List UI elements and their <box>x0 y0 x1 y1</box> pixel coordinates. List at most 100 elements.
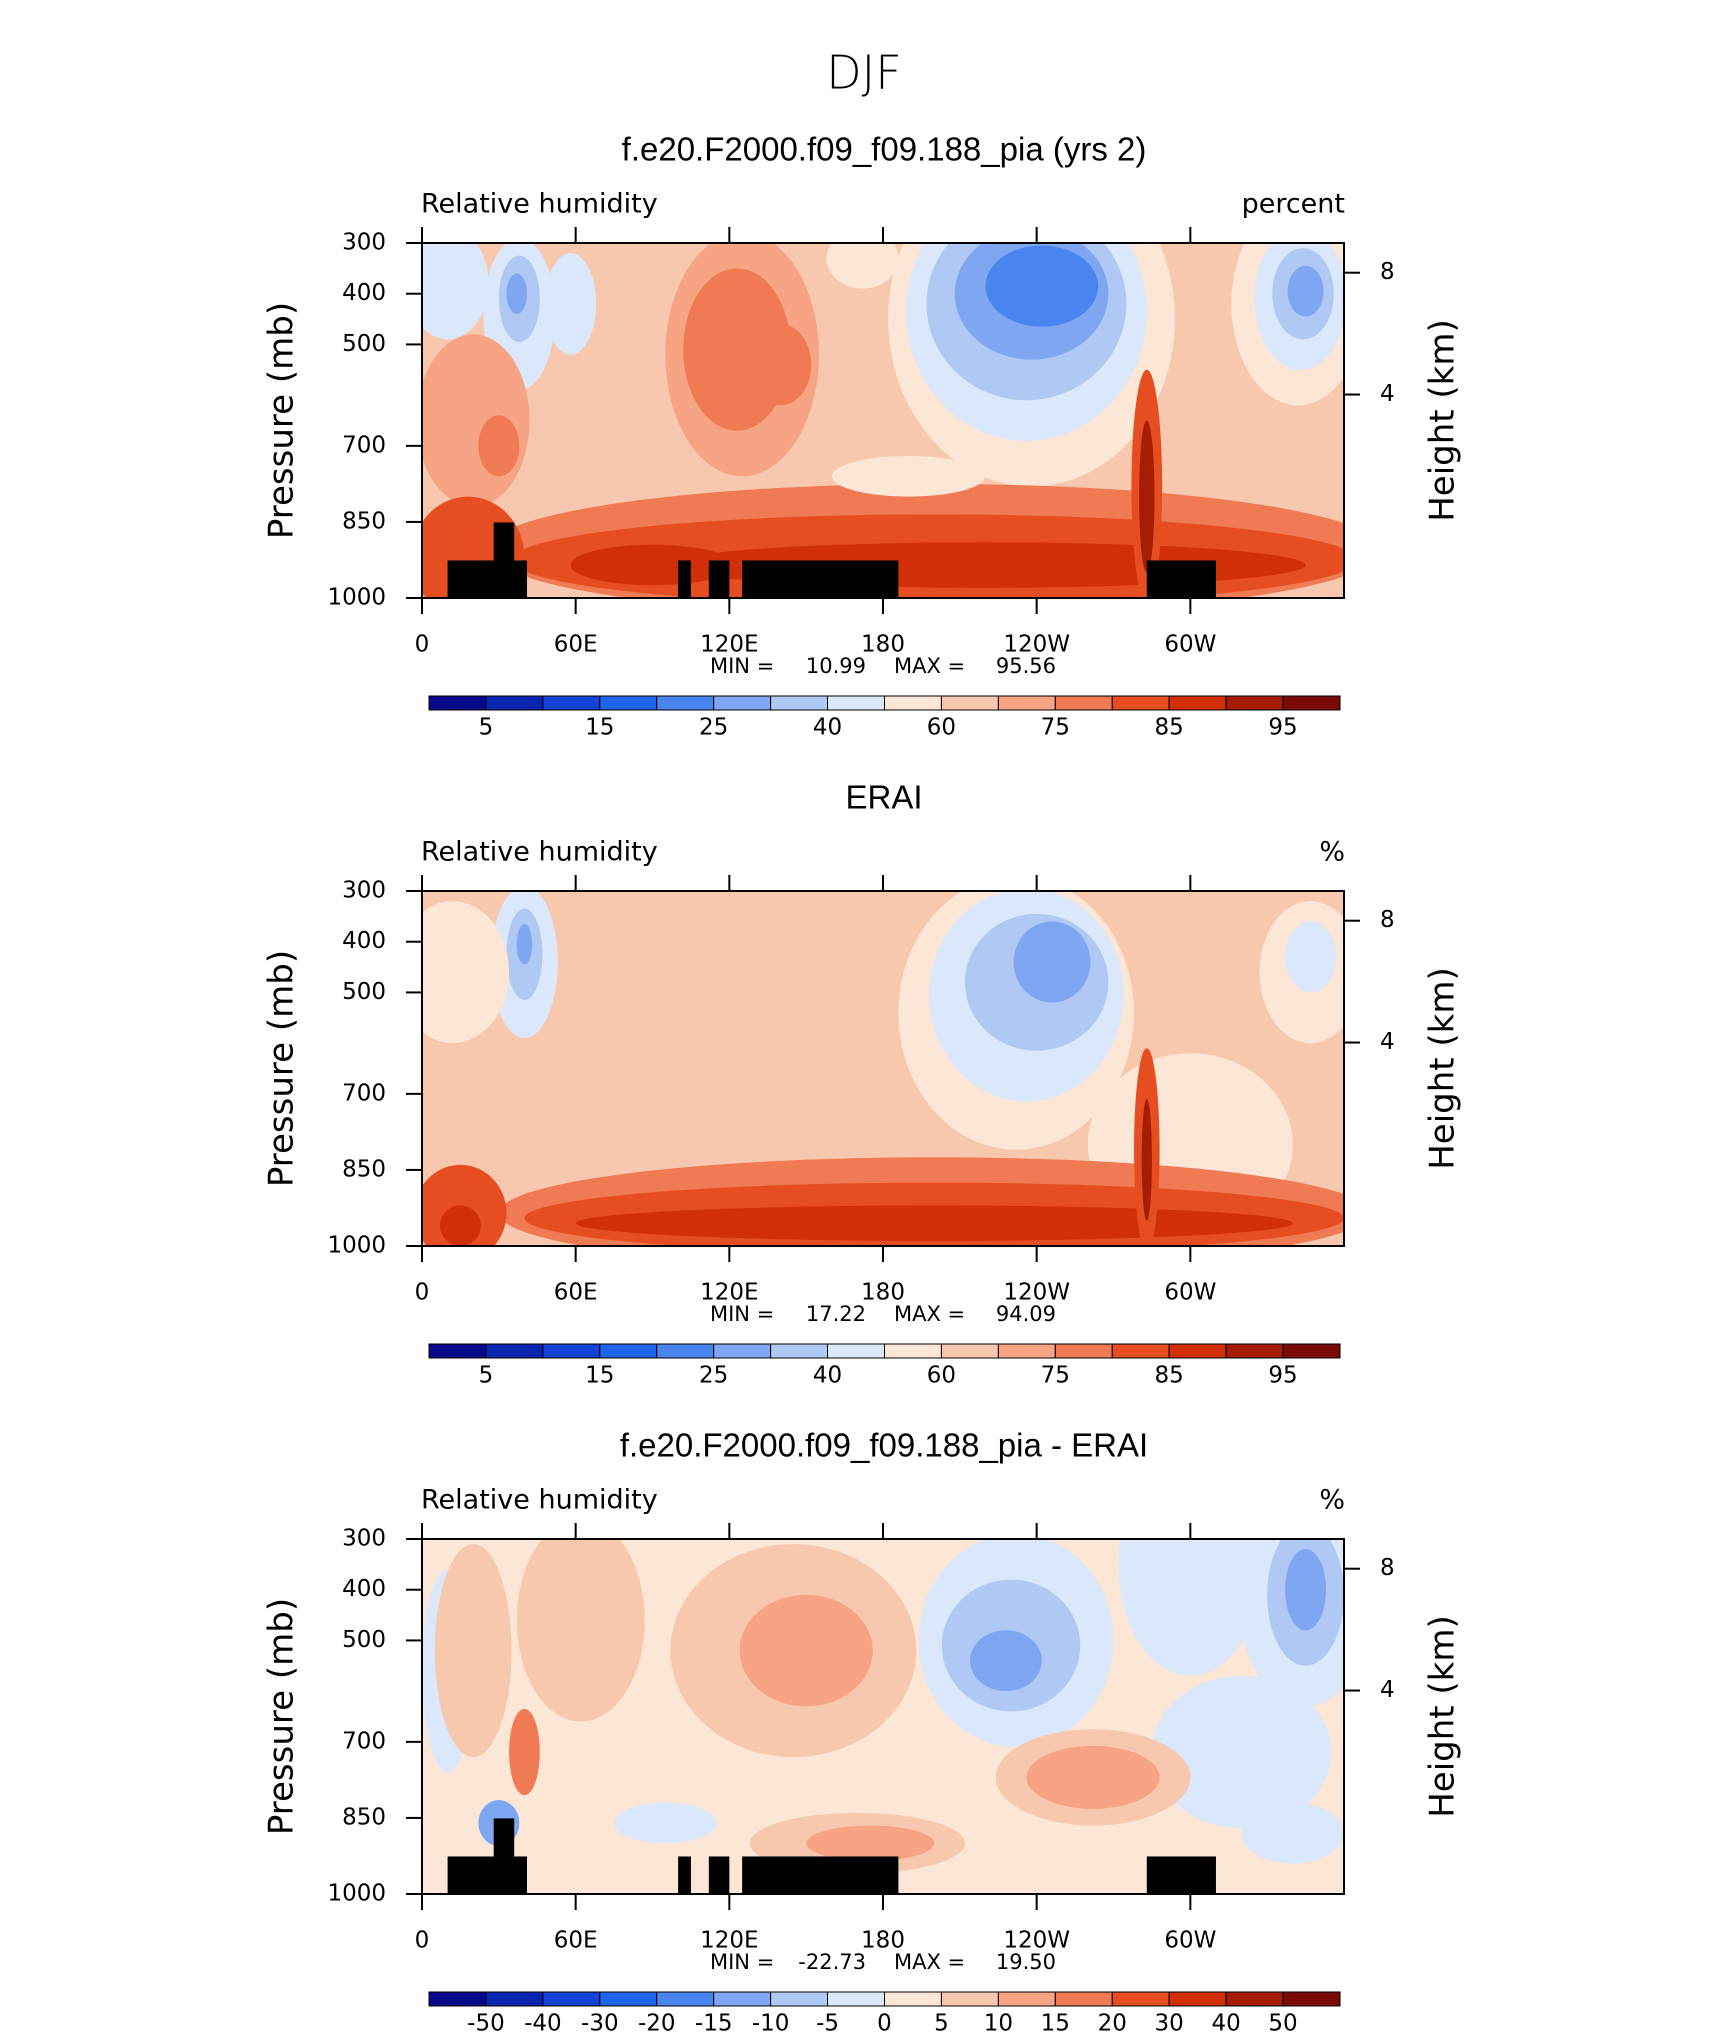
colorbar-label: -30 <box>581 2011 619 2037</box>
colorbar-box <box>542 695 601 711</box>
x-tick-label: 60E <box>554 1280 598 1306</box>
colorbar-box <box>713 1343 772 1359</box>
colorbar-label: 15 <box>1041 2011 1070 2037</box>
x-tick-label: 180 <box>861 632 905 658</box>
topography-mask <box>1146 560 1216 598</box>
contour-fill <box>985 245 1099 327</box>
panel-title: f.e20.F2000.f09_f09.188_pia - ERAI <box>620 1427 1148 1464</box>
contour-fill <box>806 1825 935 1862</box>
colorbar-label: 85 <box>1155 1363 1184 1389</box>
topography-mask <box>447 1856 528 1894</box>
max-label: MAX = <box>894 1302 965 1326</box>
colorbar-box <box>428 1343 487 1359</box>
colorbar-box <box>599 1991 658 2007</box>
panel-title: f.e20.F2000.f09_f09.188_pia (yrs 2) <box>622 131 1147 168</box>
y-tick-label: 700 <box>342 432 386 458</box>
contour-field <box>422 1539 1344 1894</box>
contour-fill <box>434 1544 512 1758</box>
y-tick-label: 500 <box>342 979 386 1005</box>
y2-axis-title: Height (km) <box>1423 967 1463 1170</box>
colorbar-label: 25 <box>699 1363 728 1389</box>
colorbar-box <box>770 1991 829 2007</box>
colorbar-box <box>713 1991 772 2007</box>
colorbar-label: 15 <box>585 715 614 741</box>
colorbar-box <box>1225 1991 1284 2007</box>
colorbar-box <box>997 1343 1056 1359</box>
y-tick-label: 850 <box>342 1804 386 1830</box>
y2-axis-title: Height (km) <box>1423 319 1463 522</box>
topography-mask <box>493 522 515 598</box>
y-tick-label: 400 <box>342 928 386 954</box>
colorbar-label: 5 <box>934 2011 949 2037</box>
max-label: MAX = <box>894 1950 965 1974</box>
contour-fill <box>1013 921 1091 1003</box>
contour-fill <box>575 1205 1293 1241</box>
x-tick-label: 180 <box>861 1280 905 1306</box>
x-tick-label: 60W <box>1164 1280 1216 1306</box>
topography-mask <box>678 1856 691 1894</box>
colorbar-box <box>770 695 829 711</box>
colorbar-box <box>656 695 715 711</box>
min-value: 10.99 <box>806 654 866 678</box>
y-tick-label: 1000 <box>327 1233 386 1259</box>
contour-fill <box>970 1630 1042 1692</box>
topography-mask <box>678 560 691 598</box>
contour-fill <box>509 1708 540 1796</box>
contour-field <box>422 243 1344 598</box>
topography-mask <box>742 560 899 598</box>
colorbar-label: 95 <box>1268 1363 1297 1389</box>
max-label: MAX = <box>894 654 965 678</box>
colorbar-label: 60 <box>927 715 956 741</box>
contour-fill <box>478 415 520 477</box>
min-value: -22.73 <box>798 1950 866 1974</box>
contour-fill <box>614 1802 717 1844</box>
colorbar-label: 0 <box>877 2011 892 2037</box>
contour-fill <box>570 544 735 586</box>
x-tick-label: 120W <box>1003 632 1070 658</box>
colorbar-label: 30 <box>1155 2011 1184 2037</box>
colorbar-box <box>485 1343 544 1359</box>
max-value: 19.50 <box>996 1950 1056 1974</box>
min-label: MIN = <box>710 1950 774 1974</box>
y-tick-label: 400 <box>342 1576 386 1602</box>
contour-fill <box>422 901 510 1044</box>
colorbar-box <box>599 695 658 711</box>
contour-fill <box>826 243 899 289</box>
x-tick-label: 60W <box>1164 632 1216 658</box>
colorbar-label: 15 <box>585 1363 614 1389</box>
contour-fill <box>1285 1549 1327 1631</box>
y2-tick-label: 4 <box>1380 1029 1395 1055</box>
colorbar-box <box>428 695 487 711</box>
colorbar-label: -10 <box>752 2011 790 2037</box>
y-tick-label: 300 <box>342 878 386 904</box>
colorbar-box <box>1111 695 1170 711</box>
x-tick-label: 60E <box>554 1928 598 1954</box>
colorbar-box <box>656 1991 715 2007</box>
max-value: 95.56 <box>996 654 1056 678</box>
colorbar-box <box>827 1991 885 2007</box>
colorbar-box <box>1168 1991 1227 2007</box>
min-label: MIN = <box>710 1302 774 1326</box>
colorbar-box <box>485 695 544 711</box>
y2-tick-label: 8 <box>1380 259 1395 285</box>
contour-fill <box>422 243 489 340</box>
colorbar-label: 85 <box>1155 715 1184 741</box>
colorbar-box <box>1282 1991 1341 2007</box>
y-tick-label: 500 <box>342 1627 386 1653</box>
colorbar-label: -20 <box>638 2011 676 2037</box>
y-axis-title: Pressure (mb) <box>262 1598 302 1835</box>
topography-mask <box>708 560 730 598</box>
right-string: % <box>1319 837 1345 868</box>
colorbar-label: 75 <box>1041 715 1070 741</box>
page-title: DJF <box>826 46 901 100</box>
contour-fill <box>516 923 533 965</box>
left-string: Relative humidity <box>421 837 658 868</box>
contour-fill <box>422 334 530 507</box>
colorbar-label: 5 <box>479 715 494 741</box>
y-tick-label: 850 <box>342 508 386 534</box>
colorbar-box <box>1225 695 1284 711</box>
y-tick-label: 300 <box>342 230 386 256</box>
contour-fill <box>544 253 597 355</box>
colorbar-box <box>1111 1343 1170 1359</box>
colorbar-box <box>940 1343 999 1359</box>
